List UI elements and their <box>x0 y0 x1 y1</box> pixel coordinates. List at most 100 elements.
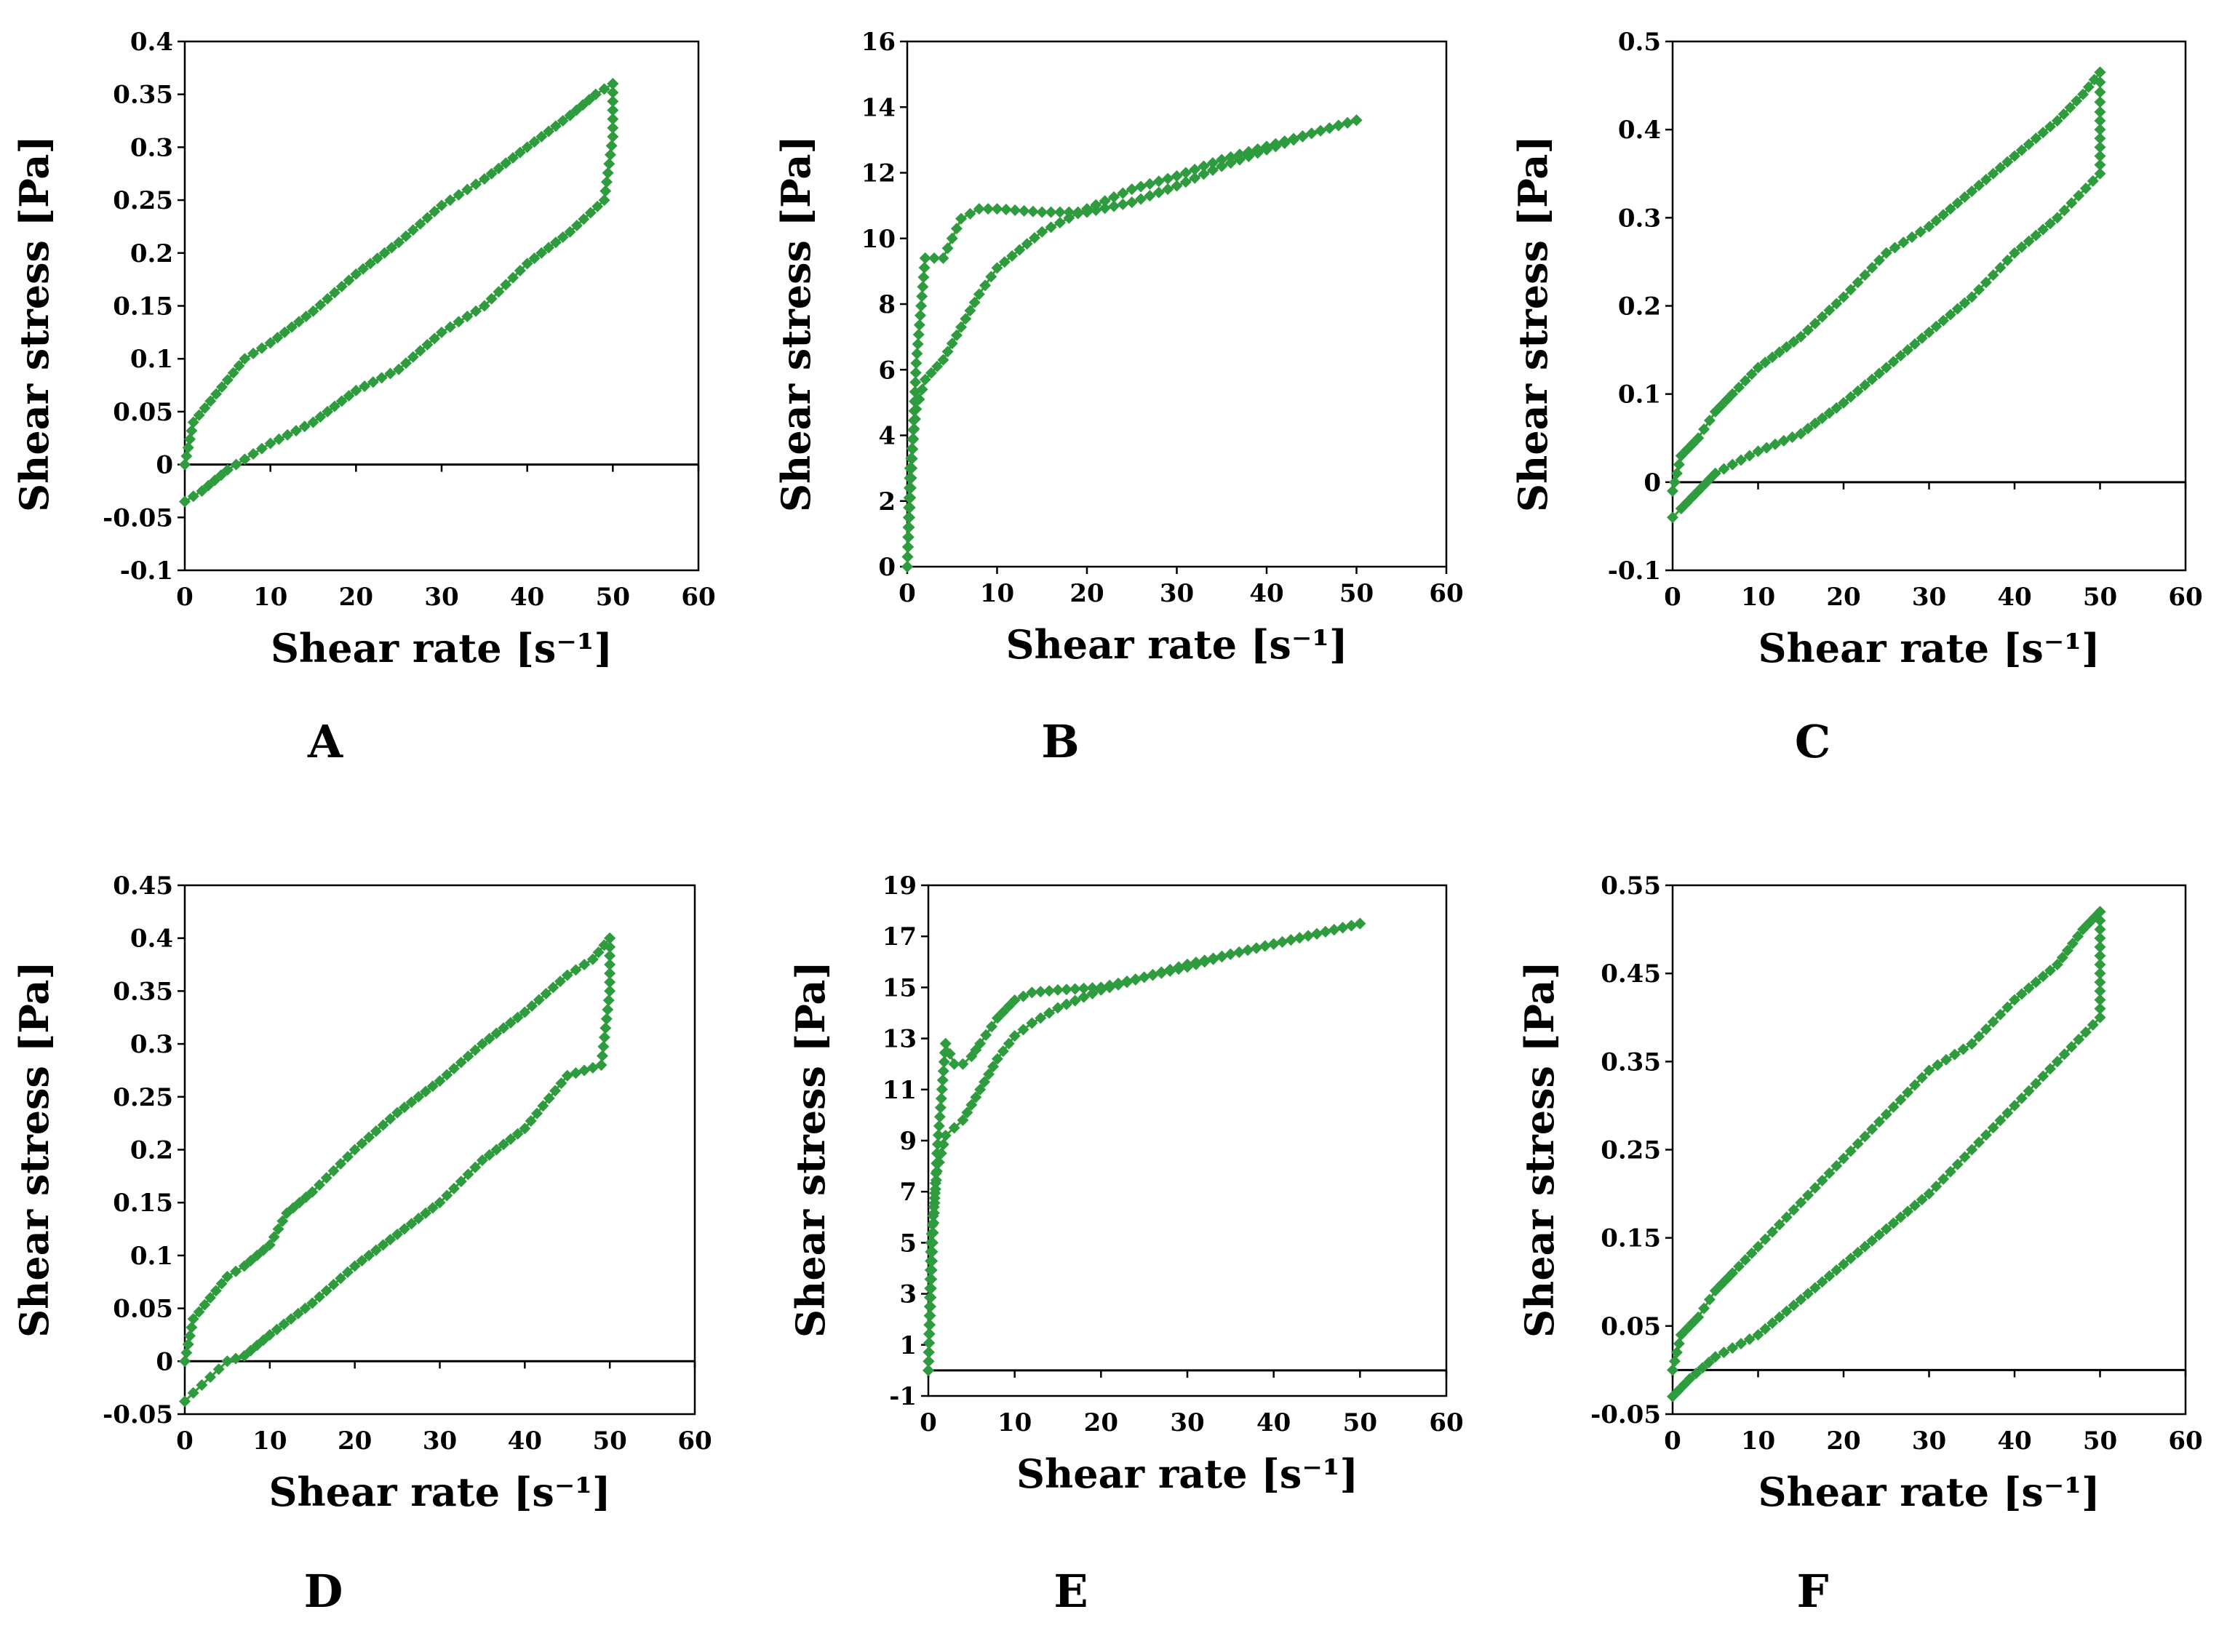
data-point <box>1761 442 1773 454</box>
data-point <box>932 1129 944 1141</box>
data-point <box>604 976 616 989</box>
data-point <box>916 290 928 303</box>
y-tick-label: 11 <box>883 1076 917 1105</box>
series-line <box>183 938 611 1402</box>
y-tick-label: -1 <box>889 1382 917 1411</box>
data-point <box>1135 193 1147 205</box>
x-tick-label: 30 <box>1912 583 1946 612</box>
data-point <box>2009 994 2020 1006</box>
data-point <box>1852 385 1864 397</box>
data-point <box>386 242 398 254</box>
data-point <box>239 453 251 466</box>
data-point <box>1880 1109 1892 1121</box>
data-point <box>196 484 208 497</box>
x-tick-label: 0 <box>176 583 194 612</box>
data-point <box>1908 1200 1921 1212</box>
data-point <box>187 416 199 428</box>
series-line <box>927 922 1360 1370</box>
data-point <box>935 1093 947 1105</box>
data-point <box>991 203 1003 215</box>
data-point <box>1873 1116 1885 1128</box>
data-point <box>1690 1367 1702 1379</box>
data-point <box>607 130 619 143</box>
chart-panel-f: -0.05 0.05 0.15 0.25 0.35 0.45 0.55 0 10 20 30 40 50… <box>1516 871 2203 1618</box>
data-point <box>923 1346 935 1358</box>
data-point <box>965 1098 978 1111</box>
data-point <box>359 380 371 393</box>
data-point <box>1773 346 1785 359</box>
data-point <box>1670 1346 1683 1359</box>
data-point <box>586 1061 599 1074</box>
data-point <box>1951 303 1964 315</box>
data-point <box>179 1355 191 1368</box>
data-point <box>180 1346 193 1359</box>
data-point <box>991 1012 1003 1024</box>
data-point <box>549 1085 562 1097</box>
data-point <box>1795 1293 1807 1306</box>
data-point <box>1697 1362 1709 1374</box>
data-point <box>328 287 340 299</box>
data-point <box>901 551 914 563</box>
data-point <box>453 188 465 201</box>
data-point <box>426 1080 439 1093</box>
data-point <box>377 1119 389 1131</box>
data-point <box>928 1192 941 1204</box>
data-point <box>543 125 555 137</box>
data-point <box>286 321 298 333</box>
data-point <box>356 1138 368 1150</box>
data-point <box>917 281 929 293</box>
data-point <box>1937 314 1950 327</box>
data-point <box>1233 148 1246 161</box>
data-point <box>1021 238 1033 250</box>
data-point <box>1668 1355 1681 1368</box>
y-tick-label: 0.25 <box>1601 1136 1661 1165</box>
y-tick-label: 15 <box>883 973 917 1002</box>
data-point <box>1932 1059 1944 1072</box>
data-point <box>925 367 937 379</box>
data-point <box>918 261 931 274</box>
data-point <box>279 326 291 338</box>
data-point <box>314 299 327 311</box>
data-point <box>2044 965 2056 977</box>
data-point <box>1035 986 1047 998</box>
data-point <box>1906 231 1918 243</box>
x-tick-label: 40 <box>1249 579 1283 608</box>
data-point <box>182 442 194 454</box>
data-point <box>1994 1008 2007 1021</box>
data-point <box>1859 1130 1871 1143</box>
x-tick-label: 20 <box>1826 1426 1860 1456</box>
data-point <box>1216 951 1228 963</box>
series-down-curve <box>179 932 616 1408</box>
y-tick-label: 0.3 <box>1618 204 1661 233</box>
data-point <box>903 501 915 514</box>
data-point <box>1895 350 1907 362</box>
x-axis-title: Shear rate [s⁻¹] <box>271 625 613 671</box>
data-point <box>1323 122 1336 135</box>
data-point <box>180 450 193 462</box>
data-point <box>961 1106 973 1119</box>
data-point <box>1667 1364 1678 1376</box>
data-point <box>455 1176 467 1188</box>
data-point <box>1980 173 1992 185</box>
data-point <box>1866 261 1879 274</box>
data-point <box>1889 242 1901 254</box>
data-point <box>1179 167 1192 179</box>
data-point <box>1053 206 1066 218</box>
data-point <box>1745 368 1758 380</box>
data-point <box>2051 115 2063 127</box>
data-point <box>187 1313 199 1325</box>
data-point <box>1844 284 1857 296</box>
data-point <box>1006 250 1019 262</box>
data-point <box>1866 1234 1879 1247</box>
data-point <box>1852 276 1864 289</box>
data-point <box>2056 951 2068 964</box>
x-tick-label: 10 <box>252 1426 287 1456</box>
data-point <box>328 400 340 412</box>
x-tick-label: 0 <box>899 579 916 608</box>
data-point <box>957 1058 969 1070</box>
data-point <box>604 967 616 980</box>
x-tick-label: 40 <box>1256 1408 1291 1437</box>
data-point <box>929 1183 941 1195</box>
y-tick-label: 5 <box>899 1229 917 1258</box>
